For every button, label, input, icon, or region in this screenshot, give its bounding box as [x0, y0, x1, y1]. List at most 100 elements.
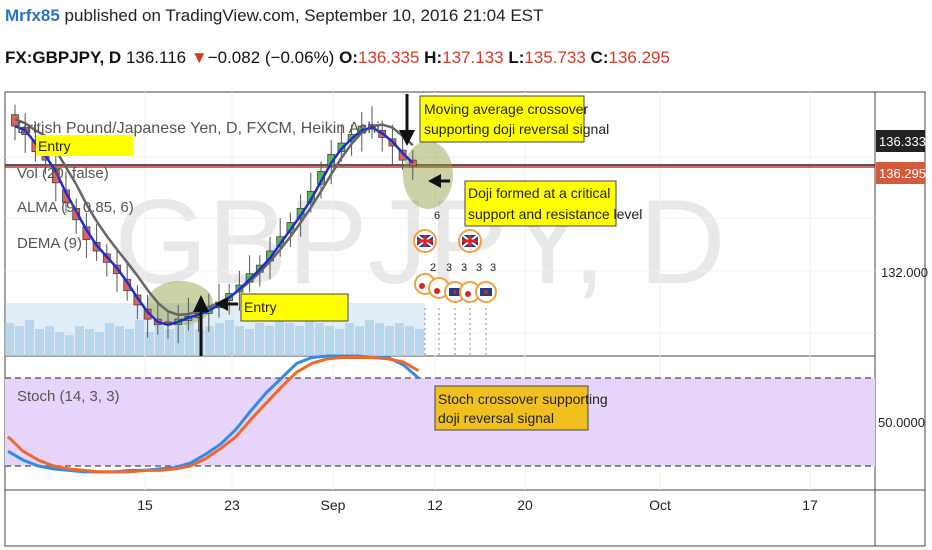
- chart-canvas[interactable]: GBPJPY, D 6: [0, 88, 932, 550]
- username-link[interactable]: Mrfx85: [5, 6, 60, 25]
- time-axis-label: 12: [427, 497, 443, 513]
- volume-bar: [155, 326, 164, 356]
- volume-bar: [255, 323, 264, 356]
- price-tag-high-text: 136.333: [879, 134, 926, 149]
- time-axis-label: Oct: [649, 497, 671, 513]
- volume-bar: [165, 329, 174, 356]
- time-axis: 15 23 Sep 12 20 Oct 17: [137, 497, 818, 513]
- volume-bar: [205, 326, 214, 356]
- uk-flag-icon[interactable]: [413, 229, 437, 253]
- event-bubble[interactable]: [459, 281, 481, 303]
- volume-bar: [285, 323, 294, 356]
- high-label: H:: [424, 48, 443, 67]
- uk-flag-icon[interactable]: [458, 229, 482, 253]
- doji-callout: [464, 180, 617, 227]
- publication-header: Mrfx85 published on TradingView.com, Sep…: [0, 0, 932, 88]
- flag-count: 6: [434, 210, 440, 222]
- volume-bar: [355, 326, 364, 356]
- volume-bar: [45, 326, 54, 356]
- candle-body: [72, 207, 81, 221]
- volume-bar: [365, 320, 374, 356]
- event-bubble[interactable]: [475, 281, 497, 303]
- alma-line: [14, 117, 414, 317]
- entry-arrow-left-icon: [215, 297, 238, 311]
- volume-bar: [135, 320, 144, 356]
- doji-text-line2: support and resistance level: [468, 206, 642, 222]
- volume-bars: [5, 303, 425, 356]
- volume-bar: [215, 323, 224, 356]
- entry-callout-bottom: [240, 293, 349, 322]
- ma-crossover-callout: [419, 95, 585, 143]
- ma-crossover-text-line2: supporting doji reversal signal: [424, 121, 609, 137]
- symbol-quote-line: FX:GBPJPY, D 136.116 ▼−0.082 (−0.06%) O:…: [5, 48, 670, 68]
- doji-arrow-left-icon: [428, 174, 450, 188]
- candle-body: [306, 190, 315, 204]
- volume-bar: [175, 326, 184, 356]
- volume-bar: [395, 323, 404, 356]
- volume-bar: [405, 326, 414, 356]
- indicator-volume-label[interactable]: Vol (20, false): [17, 165, 109, 182]
- open-value: 136.335: [357, 48, 420, 67]
- volume-bar: [305, 320, 314, 356]
- volume-bar: [385, 326, 394, 356]
- volume-bar: [65, 335, 74, 356]
- volume-bar: [125, 329, 134, 356]
- price-tag-high: [876, 130, 925, 152]
- ma-crossover-text-line1: Moving average crossover: [424, 101, 589, 117]
- volume-bar: [95, 332, 104, 356]
- time-axis-label: 15: [137, 497, 153, 513]
- time-axis-label: 23: [224, 497, 240, 513]
- volume-bar: [245, 329, 254, 356]
- volume-bar: [315, 323, 324, 356]
- indicator-alma-label[interactable]: ALMA (9, 0.85, 6): [17, 199, 134, 216]
- bubble-count: 3: [446, 262, 452, 274]
- bubble-count: 3: [490, 262, 496, 274]
- indicator-dema-label[interactable]: DEMA (9): [17, 235, 82, 252]
- volume-bar: [375, 323, 384, 356]
- last-price: 136.116: [125, 48, 187, 67]
- event-markers: 6 6 2 3 3 3: [413, 210, 497, 356]
- bubble-count: 3: [461, 262, 467, 274]
- candle-body: [123, 278, 132, 292]
- time-axis-label: 20: [517, 497, 533, 513]
- volume-bar: [15, 326, 24, 356]
- volume-bar: [55, 332, 64, 356]
- price-tag-last: [876, 162, 925, 184]
- stoch-axis-tick: 50.0000: [878, 415, 925, 430]
- volume-bar: [275, 320, 284, 356]
- volume-bar: [75, 326, 84, 356]
- volume-bar: [185, 323, 194, 356]
- stoch-text-line1: Stoch crossover supporting: [438, 391, 608, 407]
- series-title: British Pound/Japanese Yen, D, FXCM, Hei…: [17, 120, 380, 137]
- volume-bar: [115, 326, 124, 356]
- price-change: −0.082 (−0.06%): [207, 48, 335, 67]
- volume-bar: [345, 323, 354, 356]
- doji-arrow-down-icon: [399, 94, 415, 146]
- high-value: 137.133: [442, 48, 504, 67]
- volume-bar: [225, 320, 234, 356]
- open-label: O:: [339, 48, 358, 67]
- volume-bar: [105, 323, 114, 356]
- volume-bar: [415, 329, 424, 356]
- volume-bar: [85, 329, 94, 356]
- volume-bar: [145, 332, 154, 356]
- bubble-count: 3: [476, 262, 482, 274]
- volume-bar: [235, 326, 244, 356]
- symbol-label: FX:GBPJPY, D: [5, 48, 122, 67]
- publisher-line: Mrfx85 published on TradingView.com, Sep…: [5, 6, 543, 26]
- close-value: 136.295: [608, 48, 670, 67]
- dema-line: [14, 124, 414, 327]
- volume-bar: [295, 326, 304, 356]
- entry-arrow-up-icon: [193, 295, 209, 356]
- close-label: C:: [590, 48, 609, 67]
- entry-callout-top: [36, 135, 133, 156]
- stoch-legend-label[interactable]: Stoch (14, 3, 3): [17, 388, 120, 405]
- published-info: published on TradingView.com, September …: [64, 6, 544, 25]
- entry-callout-top-text: Entry: [38, 138, 71, 154]
- price-axis-tick: 132.000: [881, 265, 928, 280]
- stoch-text-line2: doji reversal signal: [438, 410, 554, 426]
- low-label: L:: [508, 48, 525, 67]
- time-axis-label: 17: [802, 497, 818, 513]
- price-tag-last-text: 136.295: [879, 166, 926, 181]
- volume-bar: [5, 323, 14, 356]
